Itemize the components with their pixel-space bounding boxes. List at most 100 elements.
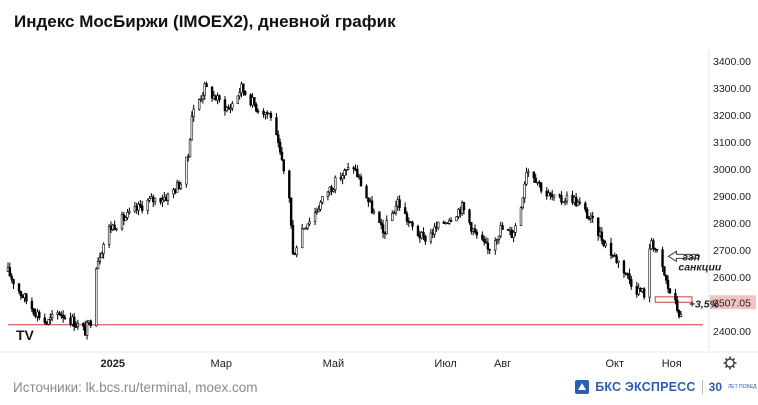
candle-body	[380, 222, 383, 226]
candle-body	[161, 199, 164, 203]
x-tick-label: Мар	[211, 358, 233, 370]
candle-body	[266, 112, 269, 114]
x-tick-label: Авг	[494, 358, 511, 370]
candle-body	[563, 200, 567, 203]
candle-body	[8, 267, 12, 277]
candle-body	[549, 192, 552, 196]
candle-body	[229, 107, 232, 110]
candle-body	[212, 95, 216, 99]
y-tick-label: 3300.00	[713, 83, 751, 95]
candle-body	[175, 182, 179, 193]
candle-body	[357, 176, 361, 179]
candle-body	[665, 274, 668, 281]
candle-body	[391, 213, 394, 222]
candle-body	[262, 110, 265, 115]
candle-body	[115, 228, 118, 231]
candle-body	[23, 293, 26, 299]
brand-years: 30	[708, 380, 722, 394]
candle-body	[383, 232, 387, 235]
candle-body	[236, 95, 240, 104]
candle-body	[578, 201, 582, 204]
candle-body	[481, 234, 484, 240]
candle-body	[124, 217, 127, 221]
candle-body	[74, 326, 78, 328]
candle-body	[661, 249, 664, 267]
candle-body	[457, 209, 460, 217]
candle-body	[63, 317, 67, 319]
candle-body	[36, 311, 39, 317]
candle-body	[589, 215, 593, 219]
candle-body	[139, 203, 142, 207]
candle-body	[135, 206, 138, 211]
candle-body	[238, 92, 241, 97]
candle-body	[587, 217, 591, 220]
candle-body	[534, 177, 537, 183]
candle-body	[17, 283, 21, 292]
candle-body	[328, 186, 331, 193]
candle-body	[475, 231, 479, 236]
candle-body	[676, 299, 679, 311]
y-tick-label: 3000.00	[713, 164, 751, 176]
candle-body	[652, 240, 655, 249]
candle-body	[571, 194, 574, 203]
candle-body	[330, 186, 333, 192]
candle-body	[354, 168, 357, 171]
candle-body	[249, 94, 252, 106]
brand-divider	[701, 380, 703, 394]
candle-body	[560, 195, 563, 203]
candle-body	[334, 177, 337, 191]
candle-body	[510, 229, 513, 238]
x-tick-label: Май	[323, 358, 345, 370]
candle-body	[231, 103, 234, 109]
candle-body	[148, 198, 151, 201]
candle-body	[407, 220, 411, 223]
candle-body	[302, 227, 306, 230]
candle-body	[650, 240, 653, 250]
y-tick-label: 2800.00	[713, 218, 751, 230]
candle-body	[133, 206, 137, 212]
candle-body	[473, 228, 477, 233]
candle-body	[43, 317, 46, 323]
candle-body	[628, 273, 631, 280]
candle-body	[288, 170, 291, 199]
candle-body	[459, 209, 462, 214]
brand-mark-icon	[575, 380, 590, 394]
candle-body	[385, 220, 388, 235]
y-tick-label: 3200.00	[713, 110, 751, 122]
candle-body	[418, 235, 422, 239]
candle-body	[574, 196, 578, 207]
candle-body	[551, 194, 554, 198]
candle-body	[642, 288, 646, 298]
candle-body	[210, 86, 214, 99]
x-tick-label: Окт	[605, 358, 624, 370]
candle-body	[381, 224, 385, 234]
x-tick-label: Ноя	[662, 358, 682, 370]
settings-gear-icon[interactable]	[723, 356, 737, 370]
candle-body	[488, 248, 491, 251]
candle-body	[164, 197, 168, 201]
candle-body	[433, 226, 436, 235]
candle-body	[584, 202, 587, 210]
candle-body	[630, 279, 633, 287]
candle-body	[267, 112, 271, 115]
candle-body	[532, 171, 536, 179]
candle-body	[96, 261, 100, 270]
candle-body	[264, 112, 267, 115]
candle-body	[317, 208, 320, 212]
candle-body	[128, 210, 131, 213]
candle-body	[435, 226, 438, 229]
candle-body	[394, 205, 398, 214]
candle-body	[345, 169, 348, 171]
candle-body	[255, 104, 258, 112]
candle-body	[405, 213, 409, 222]
candle-body	[497, 235, 501, 240]
candle-body	[449, 220, 453, 222]
candle-body	[218, 95, 221, 100]
candle-body	[460, 202, 464, 214]
candle-body	[558, 194, 561, 197]
candle-body	[76, 323, 80, 327]
candle-body	[85, 322, 89, 336]
candle-body	[315, 210, 319, 213]
candle-body	[179, 183, 183, 189]
